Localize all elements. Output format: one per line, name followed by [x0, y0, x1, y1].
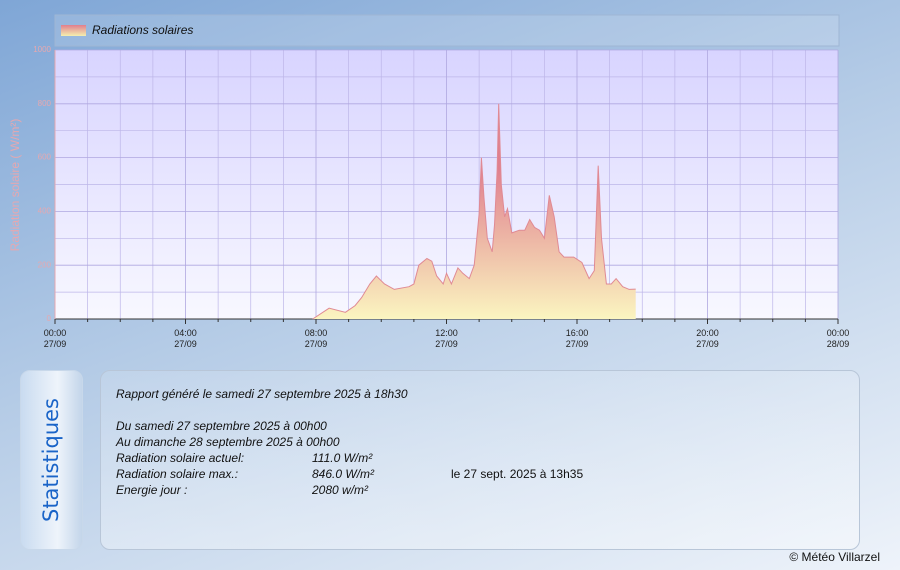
stat-value: 846.0 W/m²	[312, 467, 375, 481]
legend-label: Radiations solaires	[92, 23, 193, 37]
x-tick-label: 00:00 28/09	[826, 328, 850, 349]
y-tick-label: 400	[38, 207, 52, 216]
period-from: Du samedi 27 septembre 2025 à 00h00	[116, 419, 327, 433]
stat-label: Energie jour :	[116, 483, 188, 497]
y-tick-label: 600	[38, 153, 52, 162]
stats-title: Statistiques	[39, 397, 63, 523]
y-axis-label: Radiation solaire ( W/m²)	[8, 119, 22, 252]
x-tick-label: 04:00 27/09	[174, 328, 197, 349]
x-tick-label: 16:00 27/09	[565, 328, 589, 349]
legend-box	[54, 14, 840, 47]
stat-note: le 27 sept. 2025 à 13h35	[451, 467, 584, 481]
stat-label: Radiation solaire max.:	[116, 467, 239, 481]
y-tick-label: 0	[47, 314, 52, 323]
y-tick-label: 1000	[33, 45, 51, 54]
period-to: Au dimanche 28 septembre 2025 à 00h00	[116, 435, 340, 449]
stats-tab: Statistiques	[20, 370, 83, 550]
stat-value: 111.0 W/m²	[312, 451, 373, 465]
stat-value: 2080 w/m²	[312, 483, 369, 497]
x-tick-label: 08:00 27/09	[304, 328, 328, 349]
report-line: Rapport généré le samedi 27 septembre 20…	[116, 387, 408, 401]
y-tick-label: 800	[38, 99, 52, 108]
stat-label: Radiation solaire actuel:	[116, 451, 245, 465]
x-tick-label: 20:00 27/09	[696, 328, 719, 349]
area-fill	[312, 103, 636, 319]
stats-panel: Rapport généré le samedi 27 septembre 20…	[100, 370, 860, 550]
x-tick-label: 12:00 27/09	[435, 328, 458, 349]
y-tick-label: 200	[38, 260, 52, 269]
x-tick-label: 00:00 27/09	[43, 328, 67, 349]
series-line	[312, 103, 636, 320]
footer: © Météo Villarzel	[789, 550, 880, 564]
legend-swatch	[61, 25, 86, 36]
